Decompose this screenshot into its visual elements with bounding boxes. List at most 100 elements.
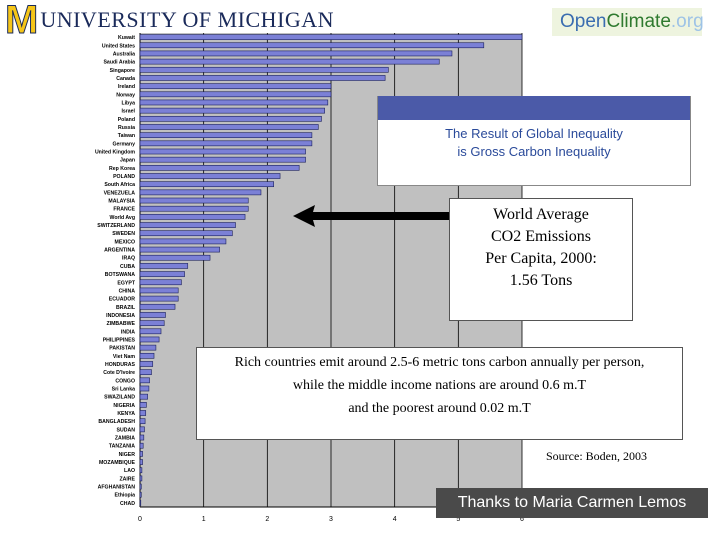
bar <box>139 328 162 335</box>
y-tick-label: SWITZERLAND <box>97 223 135 229</box>
bar <box>139 42 485 49</box>
y-tick-label: United States <box>102 43 135 49</box>
bar <box>139 238 227 245</box>
y-tick-label: Russia <box>118 125 135 131</box>
y-tick-label: SWEDEN <box>112 231 135 237</box>
inequality-line-2: is Gross Carbon Inequality <box>457 144 611 159</box>
y-tick-label: ZAMBIA <box>115 436 135 442</box>
bar <box>139 156 306 163</box>
y-tick-label: ZIMBABWE <box>106 321 135 327</box>
y-tick-label: Sri Lanka <box>112 387 135 393</box>
y-tick-label: Japan <box>120 158 135 164</box>
bar <box>139 410 147 416</box>
rich-line-1: Rich countries emit around 2.5-6 metric … <box>234 355 645 370</box>
y-tick-label: Cote D'Ivoire <box>103 370 135 376</box>
inequality-line-1: The Result of Global Inequality <box>445 126 623 141</box>
bar <box>139 344 157 351</box>
bar <box>139 352 155 359</box>
world-avg-line-3: Per Capita, 2000: <box>485 250 597 267</box>
bar <box>139 132 313 138</box>
y-tick-label: Libya <box>121 100 135 106</box>
x-tick-label: 6 <box>520 516 524 523</box>
bar <box>139 91 332 98</box>
y-tick-label: Norway <box>116 92 135 98</box>
y-tick-label: Saudi Arabia <box>103 60 135 66</box>
bar <box>139 50 453 57</box>
university-m-mark: M <box>4 0 39 42</box>
y-tick-label: KENYA <box>117 411 135 417</box>
bar <box>139 173 281 179</box>
y-tick-label: Rep Korea <box>109 166 135 172</box>
bar <box>139 361 154 367</box>
y-tick-label: AFGHANISTAN <box>98 485 136 491</box>
openclimate-logo: OpenClimate.org <box>552 8 704 36</box>
y-tick-label: CHAD <box>120 501 135 507</box>
x-tick-label: 4 <box>393 516 397 523</box>
y-tick-label: Israel <box>121 109 135 115</box>
world-avg-line-1: World Average <box>493 206 589 223</box>
bar <box>139 246 220 253</box>
bar <box>139 263 189 269</box>
blue-banner <box>378 96 690 120</box>
bar <box>139 426 145 433</box>
bar <box>139 124 319 130</box>
y-tick-label: EGYPT <box>117 280 135 286</box>
openclimate-open: Open <box>560 11 607 32</box>
y-tick-label: Germany <box>113 141 136 147</box>
bar <box>139 271 185 277</box>
y-tick-label: ZAIRE <box>119 476 135 482</box>
bar <box>139 369 152 375</box>
bar <box>139 459 143 465</box>
bar <box>139 336 160 343</box>
world-avg-line-4: 1.56 Tons <box>509 272 573 289</box>
bar <box>139 230 233 237</box>
bar <box>139 58 440 65</box>
bar <box>139 312 166 318</box>
y-tick-label: South Africa <box>104 182 135 188</box>
world-avg-line-2: CO2 Emissions <box>490 228 591 245</box>
world-average-callout: World Average CO2 Emissions Per Capita, … <box>449 198 633 321</box>
y-tick-label: HONDURAS <box>105 362 136 368</box>
y-tick-label: PAKISTAN <box>109 346 135 352</box>
thanks-banner: Thanks to Maria Carmen Lemos <box>436 488 708 518</box>
y-tick-label: Taiwan <box>118 133 135 139</box>
y-tick-label: Ireland <box>118 84 135 90</box>
y-tick-label: CONGO <box>115 378 135 384</box>
bar <box>139 303 176 310</box>
bar <box>139 295 179 302</box>
bar <box>139 115 322 122</box>
x-tick-label: 1 <box>202 516 206 523</box>
bar <box>139 214 246 220</box>
university-name: UNIVERSITY OF MICHIGAN <box>40 7 335 32</box>
x-tick-label: 0 <box>138 516 142 523</box>
y-tick-label: TANZANIA <box>109 444 135 450</box>
bar <box>139 254 211 261</box>
y-tick-label: World Avg <box>110 215 135 221</box>
bar <box>139 442 144 449</box>
y-tick-label: MEXICO <box>115 239 135 245</box>
y-tick-label: BOTSWANA <box>105 272 136 278</box>
x-tick-label: 3 <box>329 516 333 523</box>
y-tick-label: CHINA <box>119 288 136 294</box>
y-tick-label: FRANCE <box>113 207 135 213</box>
y-tick-label: Kuwait <box>118 35 135 41</box>
x-tick-label: 5 <box>456 516 460 523</box>
y-tick-label: ECUADOR <box>109 297 135 303</box>
bar <box>139 491 142 498</box>
bar <box>139 385 150 392</box>
y-tick-label: INDONESIA <box>106 313 135 319</box>
y-tick-label: MOZAMBIQUE <box>99 460 136 466</box>
rich-line-2: while the middle income nations are arou… <box>292 378 587 393</box>
bar <box>139 279 182 286</box>
y-tick-label: Australia <box>113 51 135 57</box>
bar <box>139 148 306 155</box>
y-tick-label: SWAZILAND <box>104 395 135 401</box>
bar <box>139 287 179 294</box>
bar <box>139 451 143 457</box>
y-tick-label: POLAND <box>113 174 135 180</box>
y-tick-label: CUBA <box>120 264 135 270</box>
openclimate-climate: Climate <box>606 11 671 32</box>
university-logo: M UNIVERSITY OF MICHIGAN <box>4 0 335 42</box>
y-tick-label: Canada <box>116 76 135 82</box>
bar <box>139 140 313 147</box>
